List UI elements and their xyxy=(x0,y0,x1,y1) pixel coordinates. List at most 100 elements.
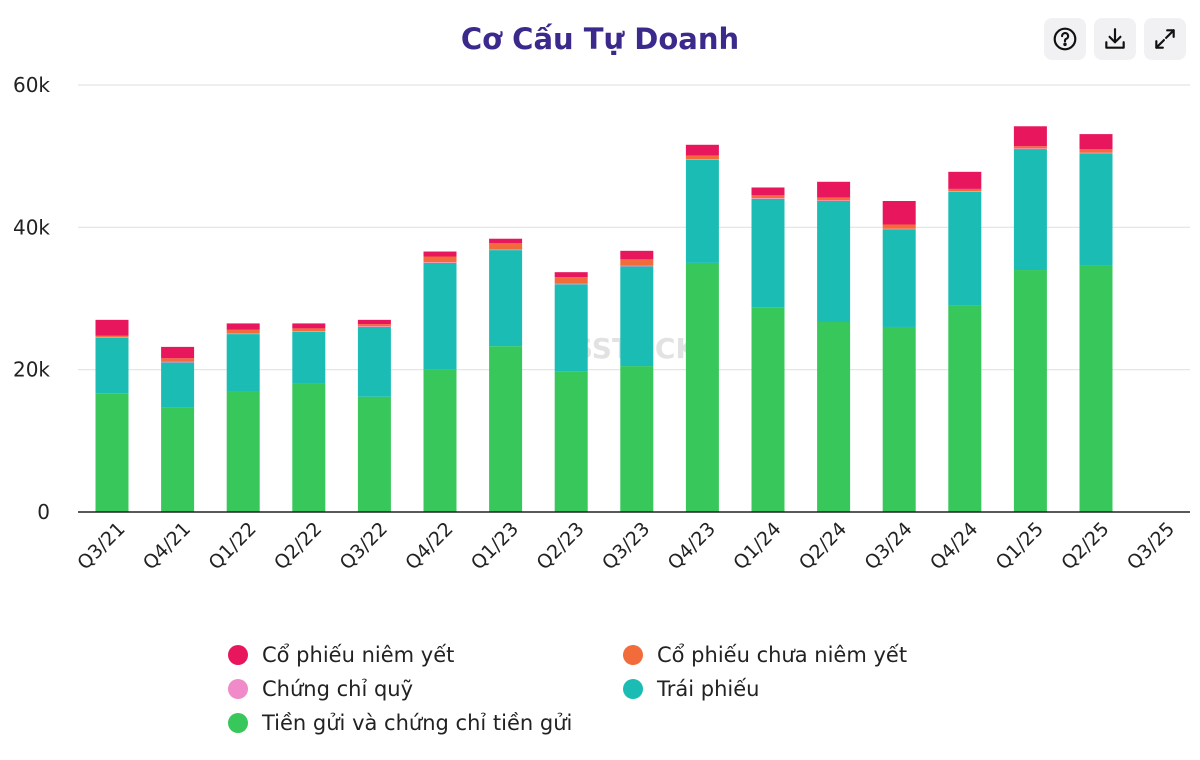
bar-segment[interactable] xyxy=(1079,152,1113,154)
bar-segment[interactable] xyxy=(95,337,129,394)
bar-segment[interactable] xyxy=(226,323,260,330)
bar-segment[interactable] xyxy=(882,229,916,327)
bar-segment[interactable] xyxy=(489,238,523,243)
bar-segment[interactable] xyxy=(1013,148,1047,150)
legend-item[interactable]: Tiền gửi và chứng chỉ tiền gửi xyxy=(228,710,623,736)
legend-item[interactable]: Chứng chỉ quỹ xyxy=(228,676,623,702)
legend-label: Cổ phiếu chưa niêm yết xyxy=(657,643,908,667)
bar-segment[interactable] xyxy=(751,198,785,199)
bar-segment[interactable] xyxy=(226,333,260,335)
download-icon xyxy=(1105,28,1125,49)
bar-segment[interactable] xyxy=(620,366,654,512)
bar-segment[interactable] xyxy=(423,251,457,257)
bar-segment[interactable] xyxy=(226,391,260,512)
bar-segment[interactable] xyxy=(161,407,195,512)
x-tick-label: Q3/22 xyxy=(336,518,392,574)
bar-segment[interactable] xyxy=(620,265,654,267)
bar-segment[interactable] xyxy=(685,155,719,160)
bar-segment[interactable] xyxy=(95,336,129,338)
x-tick-label: Q4/22 xyxy=(401,518,457,574)
y-tick-label: 60k xyxy=(13,73,50,97)
bar-segment[interactable] xyxy=(948,191,982,192)
bar-segment[interactable] xyxy=(1079,153,1113,266)
bar-segment[interactable] xyxy=(554,272,588,278)
bar-segment[interactable] xyxy=(554,277,588,284)
bar-segment[interactable] xyxy=(357,319,391,325)
x-tick-label: Q2/24 xyxy=(795,518,851,574)
bar-segment[interactable] xyxy=(948,171,982,189)
bar-segment[interactable] xyxy=(489,250,523,347)
bar-segment[interactable] xyxy=(685,262,719,512)
bar-segment[interactable] xyxy=(1013,149,1047,271)
legend-item[interactable]: Cổ phiếu chưa niêm yết xyxy=(623,642,988,668)
expand-button[interactable] xyxy=(1144,18,1186,60)
bar-segment[interactable] xyxy=(95,393,129,512)
legend-item[interactable]: Cổ phiếu niêm yết xyxy=(228,642,623,668)
bar-segment[interactable] xyxy=(554,284,588,372)
bar-segment[interactable] xyxy=(685,159,719,160)
bar-segment[interactable] xyxy=(751,307,785,512)
bar-segment[interactable] xyxy=(620,250,654,260)
help-button[interactable] xyxy=(1044,18,1086,60)
legend-item[interactable]: Trái phiếu xyxy=(623,676,988,702)
bar-segment[interactable] xyxy=(751,187,785,196)
bar-segment[interactable] xyxy=(489,242,523,250)
y-axis-labels: 0 20k 40k 60k xyxy=(13,73,50,524)
bar-segment[interactable] xyxy=(948,305,982,512)
legend-label: Tiền gửi và chứng chỉ tiền gửi xyxy=(262,711,573,735)
bar-segment[interactable] xyxy=(292,383,326,512)
bar-segment[interactable] xyxy=(948,188,982,192)
bar-segment[interactable] xyxy=(1013,270,1047,512)
bar-segment[interactable] xyxy=(357,396,391,512)
bar-segment[interactable] xyxy=(620,259,654,266)
bar-segment[interactable] xyxy=(817,181,851,198)
bar-segment[interactable] xyxy=(882,326,916,512)
bar-segment[interactable] xyxy=(817,197,851,201)
bar-segment[interactable] xyxy=(882,224,916,229)
legend-swatch xyxy=(228,679,248,699)
bar-segment[interactable] xyxy=(685,144,719,156)
bar-segment[interactable] xyxy=(357,326,391,397)
x-tick-label: Q1/24 xyxy=(729,518,785,574)
bar-segment[interactable] xyxy=(817,200,851,202)
bar-segment[interactable] xyxy=(95,319,129,336)
bar-segment[interactable] xyxy=(489,249,523,251)
bar-segment[interactable] xyxy=(423,256,457,263)
bar-segment[interactable] xyxy=(685,159,719,263)
bar-segment[interactable] xyxy=(817,321,851,512)
bar-segment[interactable] xyxy=(423,262,457,263)
legend-label: Trái phiếu xyxy=(657,677,760,701)
bar-segment[interactable] xyxy=(161,346,195,359)
bar-segment[interactable] xyxy=(357,324,391,327)
bar-segment[interactable] xyxy=(489,346,523,512)
bar-segment[interactable] xyxy=(226,334,260,392)
bar-segment[interactable] xyxy=(95,335,129,337)
bar-segment[interactable] xyxy=(161,358,195,362)
bar-segment[interactable] xyxy=(161,361,195,363)
bar-segment[interactable] xyxy=(423,262,457,370)
bar-segment[interactable] xyxy=(292,331,326,384)
bar-segment[interactable] xyxy=(423,369,457,512)
bar-segment[interactable] xyxy=(882,228,916,230)
bar-segment[interactable] xyxy=(554,283,588,285)
bar-segment[interactable] xyxy=(226,329,260,334)
bar-segment[interactable] xyxy=(1013,146,1047,149)
bar-segment[interactable] xyxy=(554,371,588,512)
bar-segment[interactable] xyxy=(751,198,785,308)
bar-segment[interactable] xyxy=(161,362,195,408)
bar-segment[interactable] xyxy=(1013,126,1047,147)
bar-segment[interactable] xyxy=(1079,265,1113,512)
bar-segment[interactable] xyxy=(292,323,326,329)
bar-segment[interactable] xyxy=(751,195,785,199)
bar-segment[interactable] xyxy=(817,201,851,322)
bar-segment[interactable] xyxy=(948,191,982,306)
bar-segment[interactable] xyxy=(357,326,391,327)
bar-segment[interactable] xyxy=(1079,134,1113,150)
bar-segment[interactable] xyxy=(1079,149,1113,153)
bar-segment[interactable] xyxy=(292,331,326,332)
download-button[interactable] xyxy=(1094,18,1136,60)
bar-segment[interactable] xyxy=(620,266,654,367)
bar-segment[interactable] xyxy=(882,201,916,225)
bar-segment[interactable] xyxy=(292,328,326,332)
